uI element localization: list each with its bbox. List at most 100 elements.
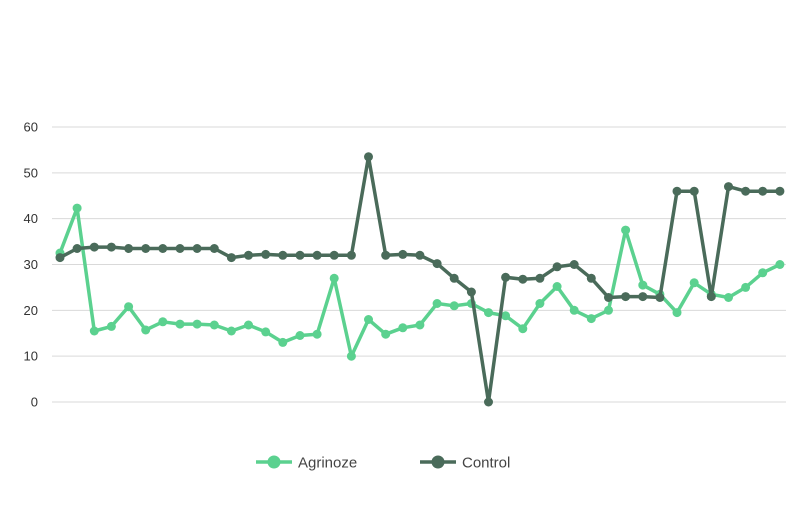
y-tick-label: 40 (24, 211, 38, 226)
data-point-control (192, 244, 202, 253)
data-point-control (706, 292, 716, 302)
data-point-agrinoze (775, 260, 785, 269)
data-point-control (569, 260, 579, 269)
data-point-control (484, 397, 493, 407)
data-point-agrinoze (432, 299, 442, 308)
data-point-control (72, 244, 82, 253)
data-point-control (141, 244, 151, 253)
data-point-agrinoze (295, 331, 305, 340)
legend: Agrinoze Control (256, 455, 510, 472)
data-point-agrinoze (175, 319, 185, 329)
data-point-control (398, 249, 408, 259)
data-point-control (261, 249, 271, 259)
data-point-control (312, 250, 322, 260)
data-point-control (278, 250, 288, 260)
data-point-control (89, 242, 99, 252)
data-point-agrinoze (724, 293, 733, 302)
data-point-control (535, 273, 545, 283)
data-point-control (586, 273, 596, 283)
data-point-control (432, 259, 442, 269)
data-point-agrinoze (329, 273, 339, 283)
data-point-control (209, 244, 219, 253)
legend-item-agrinoze: Agrinoze (256, 455, 357, 472)
data-point-control (604, 293, 613, 302)
y-tick-label: 10 (24, 349, 38, 364)
data-point-agrinoze (89, 326, 99, 336)
data-point-agrinoze (72, 203, 82, 213)
data-point-agrinoze (604, 305, 613, 315)
data-point-control (638, 292, 648, 302)
series-agrinoze (55, 203, 785, 361)
data-point-control (124, 244, 134, 253)
data-point-agrinoze (124, 302, 134, 312)
data-point-control (329, 250, 339, 260)
data-point-control (244, 250, 253, 260)
legend-item-control: Control (420, 455, 510, 472)
data-point-agrinoze (484, 308, 493, 318)
data-point-control (346, 250, 356, 260)
data-point-agrinoze (518, 324, 528, 334)
series-line-control (59, 155, 780, 404)
data-point-agrinoze (398, 323, 408, 333)
series-control (55, 152, 785, 407)
data-point-control (758, 186, 768, 196)
data-point-agrinoze (226, 326, 236, 336)
data-point-control (775, 186, 785, 196)
data-point-control (689, 186, 699, 196)
data-point-agrinoze (381, 329, 391, 339)
data-point-control (158, 244, 168, 253)
data-point-agrinoze (158, 317, 168, 327)
data-point-control (741, 186, 751, 196)
legend-marker (431, 455, 445, 469)
data-point-control (364, 152, 373, 162)
data-point-agrinoze (415, 320, 425, 330)
data-point-agrinoze (278, 337, 288, 347)
data-point-control (381, 250, 391, 260)
data-point-control (552, 262, 562, 272)
data-point-agrinoze (638, 280, 648, 290)
y-tick-label: 50 (24, 165, 38, 180)
data-point-agrinoze (312, 329, 322, 339)
data-point-agrinoze (244, 320, 253, 330)
data-point-agrinoze (261, 327, 271, 337)
data-point-agrinoze (364, 315, 373, 324)
data-point-agrinoze (449, 301, 459, 311)
data-point-agrinoze (552, 282, 562, 291)
y-axis-ticks: 0 10 20 30 40 50 60 (24, 120, 38, 410)
data-point-control (295, 250, 305, 260)
data-point-agrinoze (758, 268, 768, 278)
data-point-control (518, 274, 528, 284)
data-point-agrinoze (741, 282, 751, 292)
data-point-control (415, 250, 425, 260)
legend-marker (267, 455, 281, 469)
data-point-agrinoze (672, 308, 682, 318)
data-point-agrinoze (621, 225, 631, 235)
data-point-control (672, 186, 682, 196)
data-point-control (621, 292, 631, 302)
data-point-agrinoze (192, 319, 202, 329)
data-point-agrinoze (209, 320, 219, 330)
data-point-agrinoze (689, 278, 699, 288)
data-point-control (175, 244, 185, 253)
data-point-control (55, 253, 65, 263)
data-point-agrinoze (569, 305, 579, 315)
y-tick-label: 0 (31, 395, 38, 410)
data-point-control (466, 287, 476, 297)
y-tick-label: 20 (24, 303, 38, 318)
data-point-control (655, 293, 665, 302)
data-point-agrinoze (501, 311, 511, 321)
data-point-control (449, 273, 459, 283)
data-point-agrinoze (141, 325, 151, 335)
grid-lines (52, 126, 786, 403)
y-tick-label: 30 (24, 257, 38, 272)
data-point-agrinoze (106, 321, 116, 331)
data-point-control (106, 242, 116, 252)
data-point-control (501, 272, 511, 282)
data-point-agrinoze (346, 351, 356, 361)
data-point-agrinoze (535, 299, 545, 308)
series-layer (55, 152, 785, 407)
data-point-control (226, 253, 236, 263)
legend-label: Control (462, 455, 510, 472)
